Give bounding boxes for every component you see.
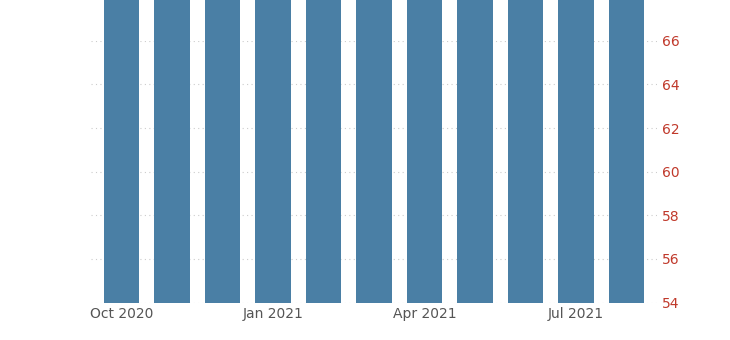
Bar — [356, 0, 392, 303]
Bar — [458, 0, 493, 303]
Bar — [205, 0, 240, 303]
Bar — [255, 0, 291, 303]
Bar — [558, 0, 594, 303]
Bar — [154, 0, 190, 303]
Bar — [609, 0, 645, 303]
Bar — [407, 0, 442, 303]
Bar — [306, 0, 342, 303]
Bar — [104, 0, 139, 303]
Bar — [508, 0, 543, 303]
